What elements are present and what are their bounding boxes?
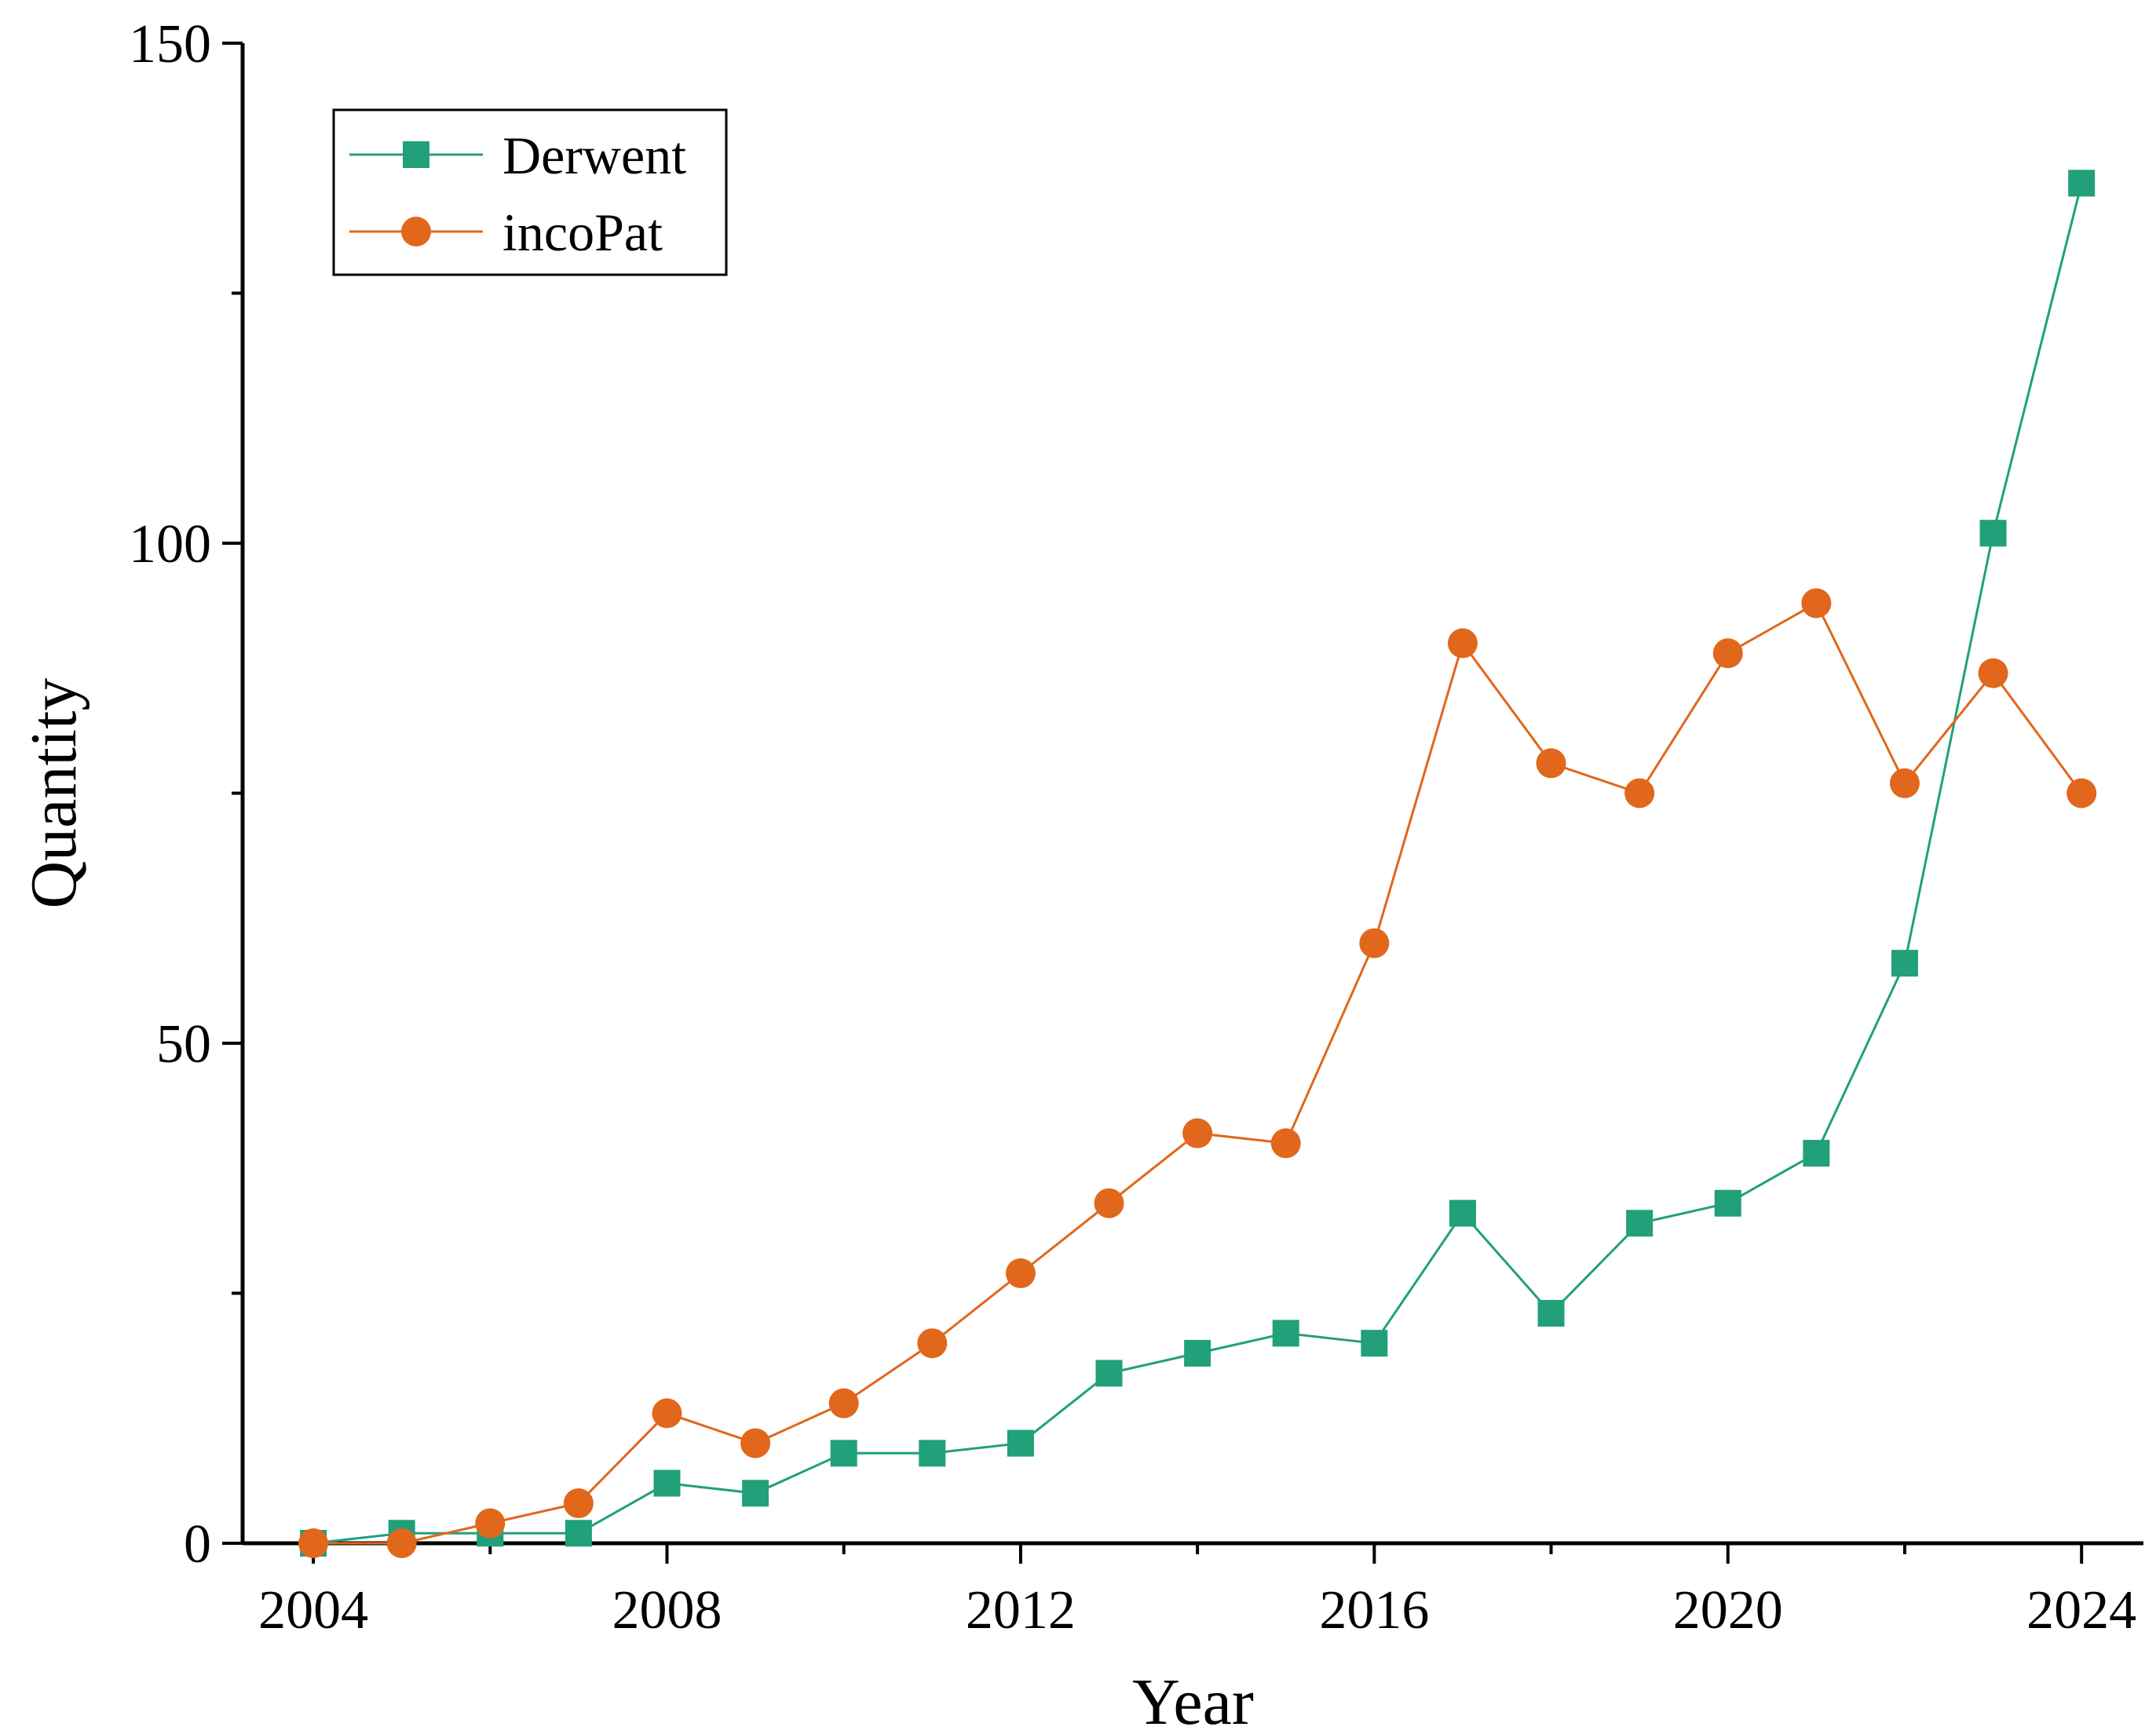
legend-label: incoPat <box>502 203 663 262</box>
x-tick-label: 2012 <box>966 1580 1076 1641</box>
x-axis-title: Year <box>1132 1666 1254 1730</box>
x-tick-label: 2004 <box>258 1580 368 1641</box>
y-tick-label: 100 <box>129 514 211 575</box>
data-point <box>1978 658 2008 688</box>
data-point <box>1182 1118 1213 1148</box>
axes-layer: 2004 2008 2012 2016 2020 2024 0 50 100 150 Year Qua… <box>17 14 2143 1734</box>
series-derwent <box>300 170 2096 1557</box>
data-point <box>919 1440 946 1467</box>
data-point <box>475 1508 506 1539</box>
data-point <box>653 1469 681 1497</box>
data-point <box>828 1388 859 1418</box>
data-point <box>1536 748 1566 779</box>
data-point <box>298 1528 329 1558</box>
data-point <box>2068 170 2096 197</box>
data-point <box>1447 628 1478 659</box>
data-point <box>1359 928 1390 958</box>
data-point <box>1626 1210 1654 1237</box>
y-axis-title: Quantity <box>17 678 90 909</box>
data-point <box>742 1480 769 1507</box>
legend: Derwent incoPat <box>332 108 728 276</box>
x-tick-label: 2024 <box>2026 1580 2136 1641</box>
data-point <box>1624 778 1655 809</box>
y-tick-label: 50 <box>156 1014 211 1075</box>
data-point <box>1094 1188 1124 1218</box>
series-line <box>312 183 2083 1545</box>
data-point <box>1361 1330 1388 1357</box>
data-point <box>1449 1199 1476 1227</box>
data-point <box>563 1488 594 1519</box>
data-point <box>1714 1189 1741 1217</box>
data-point <box>1803 1140 1830 1167</box>
legend-box <box>332 108 728 276</box>
data-point <box>1184 1339 1211 1367</box>
data-point <box>1979 520 2007 547</box>
data-point <box>565 1520 592 1547</box>
data-point <box>1889 768 1920 798</box>
y-tick-label: 0 <box>184 1514 211 1575</box>
y-tick-label: 150 <box>129 14 211 75</box>
data-point <box>1272 1320 1299 1347</box>
data-point <box>652 1398 682 1429</box>
x-tick-label: 2020 <box>1673 1580 1783 1641</box>
legend-marker <box>401 217 431 246</box>
data-point <box>740 1428 771 1458</box>
data-point <box>830 1440 857 1467</box>
legend-label: Derwent <box>502 126 686 185</box>
data-point <box>917 1328 948 1359</box>
data-point <box>1801 588 1832 619</box>
data-point <box>1537 1299 1565 1327</box>
data-point <box>1712 638 1743 669</box>
legend-marker <box>403 141 429 168</box>
series-incopat <box>298 588 2097 1558</box>
x-tick-label: 2016 <box>1319 1580 1429 1641</box>
data-point <box>2066 778 2097 809</box>
data-point <box>1891 950 1918 977</box>
series-line <box>313 601 2083 1545</box>
data-point <box>1095 1360 1123 1387</box>
data-point <box>1270 1128 1301 1159</box>
series-layer <box>298 170 2097 1558</box>
data-point <box>386 1528 417 1558</box>
data-point <box>1005 1258 1036 1289</box>
x-tick-label: 2008 <box>612 1580 722 1641</box>
data-point <box>1007 1429 1034 1457</box>
